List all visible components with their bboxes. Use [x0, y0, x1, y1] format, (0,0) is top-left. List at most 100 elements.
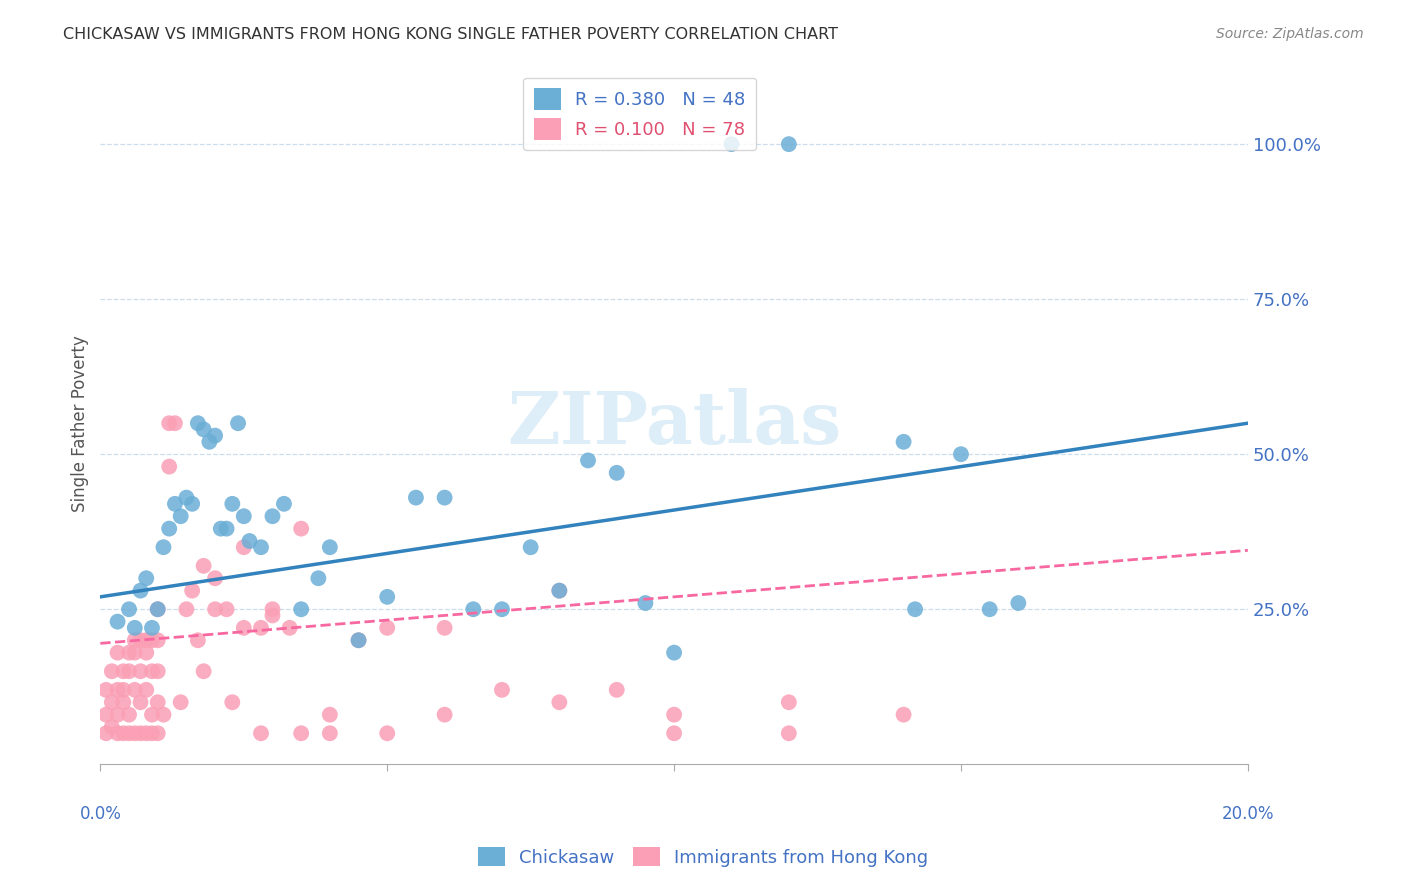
- Point: [226, 416, 249, 430]
- Point: [519, 540, 541, 554]
- Point: [124, 726, 146, 740]
- Point: [278, 621, 301, 635]
- Point: [124, 646, 146, 660]
- Point: [181, 497, 204, 511]
- Point: [146, 602, 169, 616]
- Point: [141, 621, 163, 635]
- Point: [221, 497, 243, 511]
- Point: [548, 583, 571, 598]
- Point: [634, 596, 657, 610]
- Point: [778, 137, 800, 152]
- Point: [238, 534, 260, 549]
- Point: [176, 602, 198, 616]
- Point: [112, 682, 135, 697]
- Point: [101, 695, 124, 709]
- Point: [262, 608, 284, 623]
- Point: [250, 621, 273, 635]
- Point: [170, 695, 193, 709]
- Point: [778, 726, 800, 740]
- Point: [720, 137, 742, 152]
- Point: [101, 665, 124, 679]
- Point: [107, 646, 129, 660]
- Point: [250, 726, 273, 740]
- Point: [491, 682, 513, 697]
- Point: [662, 707, 685, 722]
- Point: [163, 416, 186, 430]
- Point: [141, 665, 163, 679]
- Point: [107, 726, 129, 740]
- Point: [124, 682, 146, 697]
- Point: [433, 707, 456, 722]
- Point: [94, 707, 117, 722]
- Point: [979, 602, 1001, 616]
- Legend: Chickasaw, Immigrants from Hong Kong: Chickasaw, Immigrants from Hong Kong: [471, 840, 935, 874]
- Point: [135, 571, 157, 585]
- Point: [152, 540, 174, 554]
- Point: [262, 509, 284, 524]
- Point: [135, 682, 157, 697]
- Point: [146, 633, 169, 648]
- Point: [107, 615, 129, 629]
- Point: [118, 602, 141, 616]
- Point: [141, 726, 163, 740]
- Point: [118, 665, 141, 679]
- Point: [187, 416, 209, 430]
- Point: [209, 522, 232, 536]
- Point: [250, 540, 273, 554]
- Point: [319, 540, 342, 554]
- Point: [193, 422, 215, 436]
- Point: [949, 447, 972, 461]
- Point: [170, 509, 193, 524]
- Point: [118, 707, 141, 722]
- Point: [146, 726, 169, 740]
- Point: [135, 633, 157, 648]
- Point: [375, 590, 398, 604]
- Point: [319, 707, 342, 722]
- Point: [606, 466, 628, 480]
- Point: [491, 602, 513, 616]
- Point: [548, 583, 571, 598]
- Point: [893, 434, 915, 449]
- Text: Source: ZipAtlas.com: Source: ZipAtlas.com: [1216, 27, 1364, 41]
- Point: [662, 646, 685, 660]
- Point: [778, 695, 800, 709]
- Point: [232, 509, 254, 524]
- Y-axis label: Single Father Poverty: Single Father Poverty: [72, 334, 89, 512]
- Point: [157, 416, 180, 430]
- Point: [94, 726, 117, 740]
- Text: 20.0%: 20.0%: [1222, 805, 1274, 823]
- Point: [135, 646, 157, 660]
- Point: [135, 726, 157, 740]
- Point: [548, 695, 571, 709]
- Point: [319, 726, 342, 740]
- Point: [124, 621, 146, 635]
- Point: [375, 621, 398, 635]
- Point: [215, 602, 238, 616]
- Legend: R = 0.380   N = 48, R = 0.100   N = 78: R = 0.380 N = 48, R = 0.100 N = 78: [523, 78, 756, 151]
- Point: [118, 726, 141, 740]
- Point: [375, 726, 398, 740]
- Point: [290, 726, 312, 740]
- Point: [129, 665, 152, 679]
- Point: [262, 602, 284, 616]
- Point: [181, 583, 204, 598]
- Point: [146, 665, 169, 679]
- Point: [157, 459, 180, 474]
- Point: [176, 491, 198, 505]
- Point: [157, 522, 180, 536]
- Point: [290, 522, 312, 536]
- Point: [904, 602, 927, 616]
- Point: [152, 707, 174, 722]
- Point: [232, 540, 254, 554]
- Point: [405, 491, 427, 505]
- Point: [204, 428, 226, 442]
- Point: [273, 497, 295, 511]
- Point: [129, 633, 152, 648]
- Point: [204, 602, 226, 616]
- Point: [198, 434, 221, 449]
- Point: [347, 633, 370, 648]
- Point: [290, 602, 312, 616]
- Text: 0.0%: 0.0%: [79, 805, 121, 823]
- Point: [893, 707, 915, 722]
- Point: [107, 707, 129, 722]
